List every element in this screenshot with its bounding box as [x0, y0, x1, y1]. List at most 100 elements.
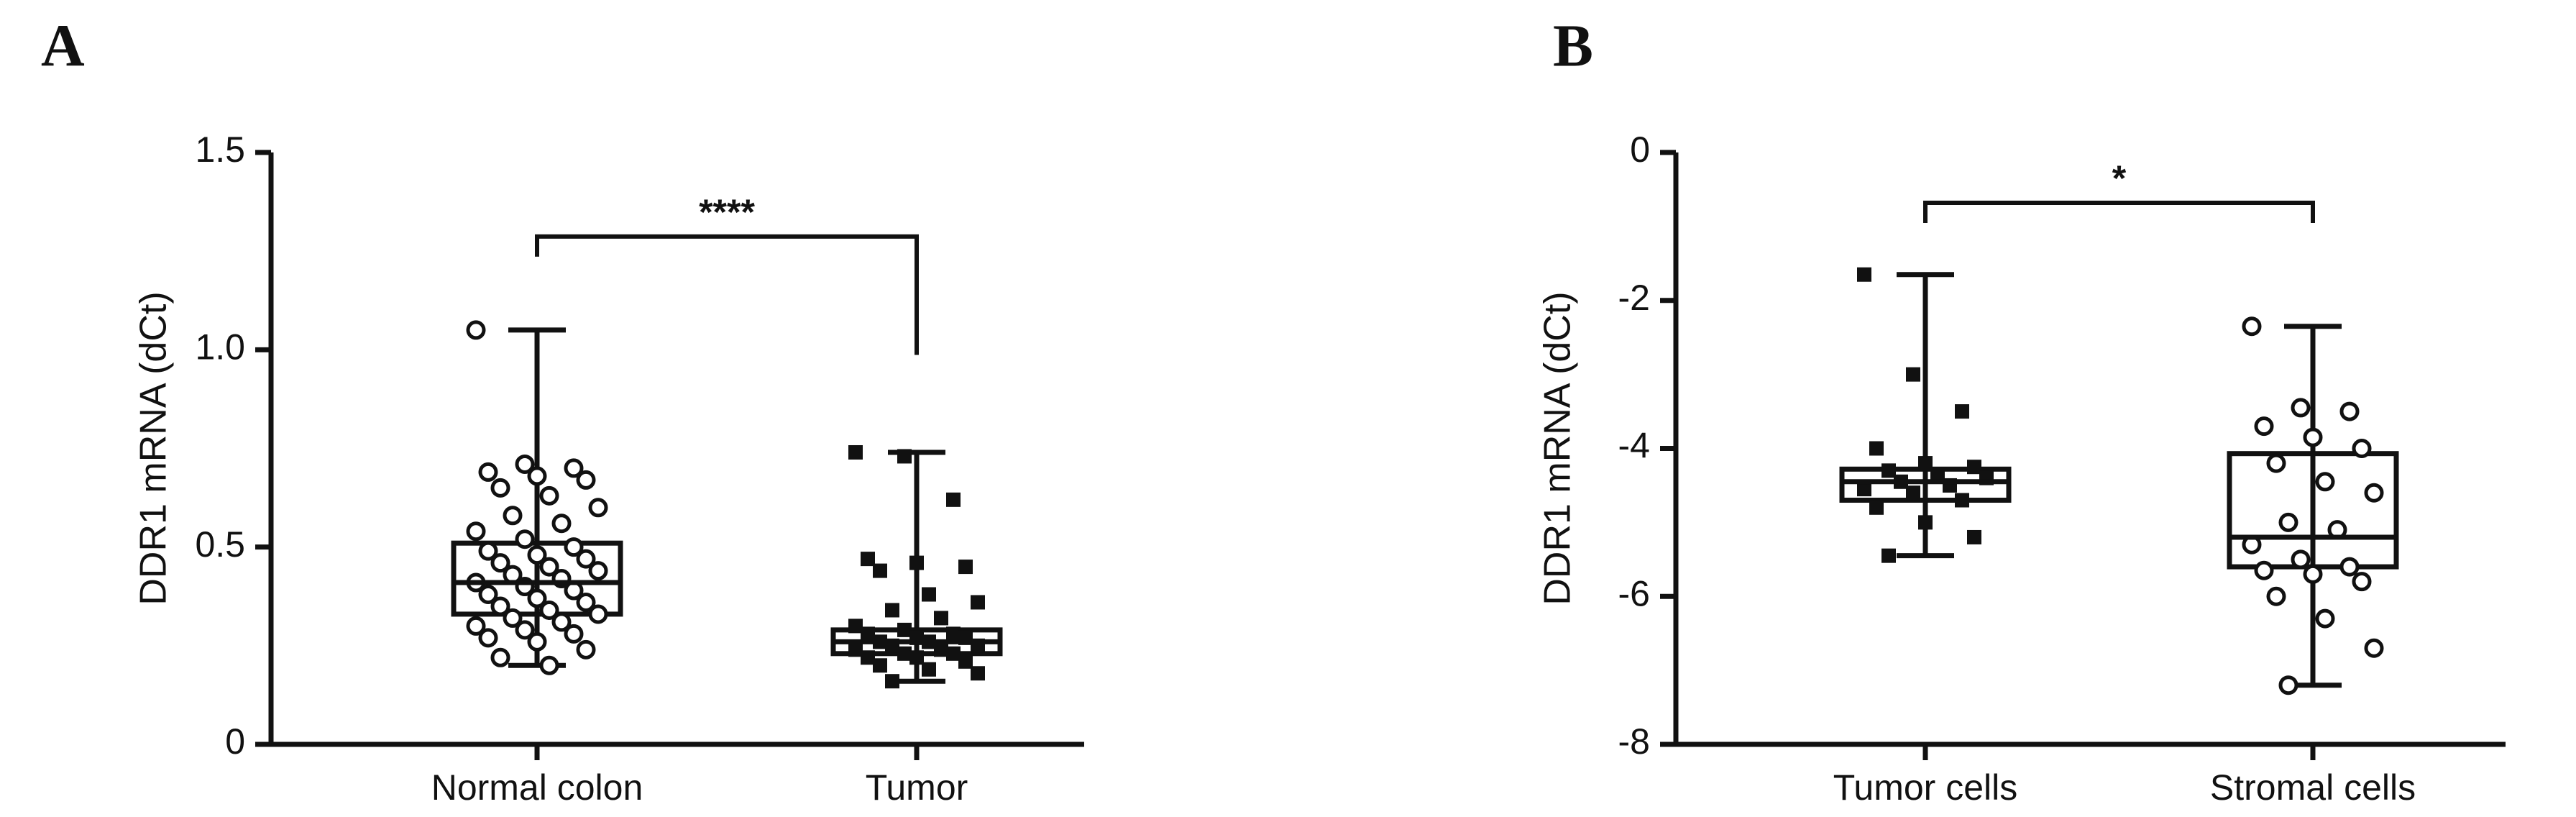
data-point — [564, 537, 584, 557]
data-point — [2352, 572, 2372, 592]
y-axis-label: DDR1 mRNA (dCt) — [1537, 291, 1579, 605]
data-point — [873, 658, 887, 673]
data-point — [1918, 456, 1933, 471]
data-point — [588, 604, 608, 624]
data-point — [885, 674, 899, 689]
data-point — [490, 647, 510, 667]
data-point — [861, 552, 875, 567]
box — [451, 540, 623, 617]
y-axis-label: DDR1 mRNA (dCt) — [133, 291, 175, 605]
data-point — [515, 529, 535, 549]
data-point — [466, 320, 486, 340]
data-point — [958, 654, 973, 669]
data-point — [466, 616, 486, 636]
data-point — [503, 608, 523, 628]
data-point — [2303, 564, 2323, 584]
data-point — [946, 492, 961, 507]
data-point — [922, 587, 936, 602]
data-point — [1869, 441, 1884, 456]
data-point — [478, 628, 498, 648]
significance-bracket — [535, 234, 919, 355]
data-point — [2254, 560, 2274, 580]
data-point — [1857, 482, 1871, 497]
data-point — [490, 596, 510, 616]
data-point — [564, 458, 584, 478]
significance-bracket — [1923, 200, 2315, 223]
data-point — [897, 449, 912, 464]
data-point — [515, 454, 535, 474]
data-point — [909, 555, 924, 570]
data-point — [2266, 453, 2286, 473]
y-tick-label: -8 — [1618, 721, 1650, 762]
data-point — [1967, 460, 1981, 475]
y-tick-label: -6 — [1618, 573, 1650, 613]
data-point — [1881, 548, 1896, 563]
significance-annotation: * — [2112, 158, 2127, 198]
data-point — [576, 549, 596, 569]
data-point — [1881, 463, 1896, 478]
data-point — [527, 466, 547, 486]
data-point — [1906, 367, 1920, 382]
data-point — [2291, 398, 2311, 418]
data-point — [1918, 515, 1933, 530]
data-point — [588, 561, 608, 581]
panel-label: B — [1553, 12, 1593, 79]
data-point — [897, 646, 912, 661]
y-tick-label: 1.5 — [195, 129, 245, 170]
data-point — [1955, 493, 1969, 508]
data-point — [539, 655, 559, 675]
data-point — [515, 620, 535, 640]
data-point — [527, 545, 547, 565]
data-point — [2278, 675, 2298, 695]
data-point — [958, 560, 973, 575]
data-point — [539, 557, 559, 577]
data-point — [946, 626, 961, 642]
data-point — [861, 650, 875, 665]
significance-annotation: **** — [699, 192, 755, 232]
data-point — [2364, 638, 2384, 658]
data-point — [466, 521, 486, 542]
data-point — [885, 603, 899, 618]
data-point — [576, 639, 596, 659]
data-point — [539, 485, 559, 506]
data-point — [873, 563, 887, 578]
y-tick-label: 0 — [1630, 129, 1650, 170]
panel-label: A — [41, 12, 85, 79]
x-tick-label: Stromal cells — [2210, 767, 2416, 808]
data-point — [2303, 427, 2323, 447]
y-tick-label: 0 — [225, 721, 245, 762]
data-point — [527, 631, 547, 652]
data-point — [2364, 483, 2384, 503]
data-point — [909, 650, 924, 665]
data-point — [848, 642, 863, 657]
data-point — [588, 498, 608, 518]
data-point — [527, 588, 547, 608]
data-point — [478, 541, 498, 561]
x-tick-label: Tumor cells — [1833, 767, 2018, 808]
data-point — [576, 470, 596, 490]
data-point — [2291, 549, 2311, 570]
data-point — [478, 585, 498, 605]
data-point — [922, 662, 936, 677]
data-point — [934, 611, 948, 626]
data-point — [2242, 316, 2262, 337]
data-point — [2266, 586, 2286, 606]
y-tick-label: -4 — [1618, 426, 1650, 466]
data-point — [1857, 267, 1871, 282]
data-point — [2339, 401, 2360, 421]
data-point — [1955, 404, 1969, 419]
data-point — [503, 506, 523, 526]
data-point — [2254, 416, 2274, 437]
data-point — [946, 646, 961, 661]
data-point — [478, 462, 498, 482]
data-point — [2352, 439, 2372, 458]
data-point — [551, 514, 572, 534]
y-tick-label: 1.0 — [195, 327, 245, 368]
data-point — [848, 619, 863, 634]
data-point — [1930, 467, 1945, 482]
data-point — [551, 612, 572, 632]
data-point — [861, 626, 875, 642]
data-point — [1967, 529, 1981, 544]
data-point — [490, 553, 510, 573]
